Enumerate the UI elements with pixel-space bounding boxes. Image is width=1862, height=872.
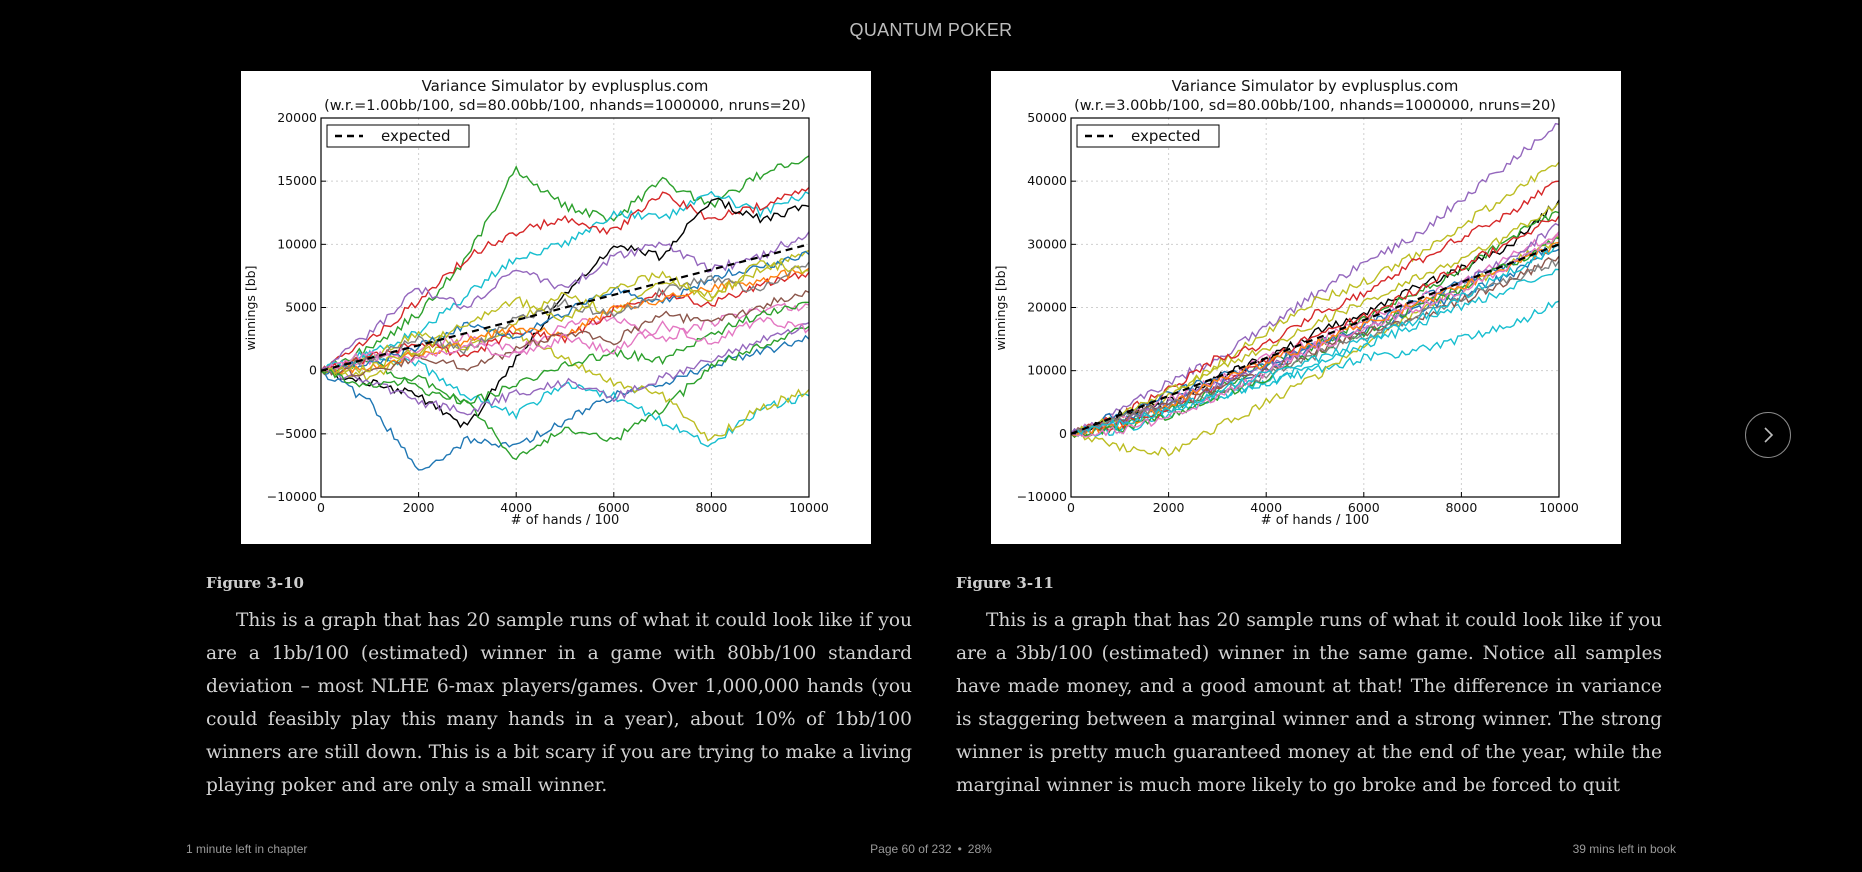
y-tick-label: −10000 xyxy=(1017,489,1067,504)
series-line xyxy=(1070,236,1560,439)
legend-entry: expected xyxy=(381,127,450,145)
series-line xyxy=(320,316,810,372)
x-tick-label: 2000 xyxy=(1153,500,1185,515)
y-tick-label: 0 xyxy=(1059,426,1067,441)
series-line xyxy=(320,155,810,374)
series-line xyxy=(1070,222,1560,437)
expected-line xyxy=(320,243,810,372)
separator-dot: • xyxy=(957,842,962,856)
y-axis-label: winnings [bb] xyxy=(993,266,1008,351)
expected-line xyxy=(1070,243,1560,435)
series-line xyxy=(320,290,810,377)
x-tick-label: 0 xyxy=(317,500,325,515)
figure-caption: Figure 3-11 xyxy=(956,574,1054,592)
series-line xyxy=(1070,268,1560,438)
y-tick-label: 20000 xyxy=(277,110,317,125)
series-line xyxy=(320,322,810,416)
series-line xyxy=(1070,122,1560,437)
series-line xyxy=(320,186,810,372)
series-line xyxy=(1070,202,1560,438)
series-line xyxy=(1070,180,1560,436)
progress-percent: 28% xyxy=(967,842,992,856)
series-line xyxy=(320,325,810,461)
y-tick-label: 30000 xyxy=(1027,236,1067,251)
chapter-time-left: 1 minute left in chapter xyxy=(186,842,308,856)
series-line xyxy=(1070,243,1560,436)
y-tick-label: 50000 xyxy=(1027,110,1067,125)
series-line xyxy=(320,301,810,405)
series-line xyxy=(320,259,810,375)
y-tick-label: 10000 xyxy=(277,236,317,251)
page-indicator: Page 60 of 232 • 28% xyxy=(0,842,1862,856)
axes-frame xyxy=(1070,117,1560,498)
legend-box xyxy=(326,124,470,148)
figure-paragraph: This is a graph that has 20 sample runs … xyxy=(206,610,912,796)
chart-3-11: Variance Simulator by evplusplus.com (w.r… xyxy=(993,77,1579,528)
x-tick-label: 8000 xyxy=(695,500,727,515)
figure-column-left: Variance Simulator by evplusplus.com (w.r… xyxy=(206,71,912,802)
figure-3-11-image: Variance Simulator by evplusplus.com (w.r… xyxy=(991,71,1621,544)
chevron-right-icon xyxy=(1764,427,1774,443)
chart-subtitle: (w.r.=3.00bb/100, sd=80.00bb/100, nhands… xyxy=(1074,98,1556,114)
y-tick-label: 5000 xyxy=(285,300,317,315)
x-tick-label: 10000 xyxy=(789,500,829,515)
chart-title: Variance Simulator by evplusplus.com xyxy=(422,77,709,95)
figure-paragraph: This is a graph that has 20 sample runs … xyxy=(956,610,1662,796)
chart-title: Variance Simulator by evplusplus.com xyxy=(1172,77,1459,95)
series-line xyxy=(1070,241,1560,437)
series-line xyxy=(1070,258,1560,436)
x-tick-label: 4000 xyxy=(1250,500,1282,515)
series-line xyxy=(1070,215,1560,436)
x-tick-label: 4000 xyxy=(500,500,532,515)
legend-box xyxy=(1076,124,1220,148)
chart-subtitle: (w.r.=1.00bb/100, sd=80.00bb/100, nhands… xyxy=(324,98,806,114)
x-tick-label: 8000 xyxy=(1445,500,1477,515)
series-line xyxy=(1070,233,1560,438)
figure-column-right: Variance Simulator by evplusplus.com (w.r… xyxy=(956,71,1662,802)
legend-entry: expected xyxy=(1131,127,1200,145)
figure-3-10-image: Variance Simulator by evplusplus.com (w.r… xyxy=(241,71,871,544)
next-page-button[interactable] xyxy=(1745,412,1791,458)
series-line xyxy=(1070,255,1560,437)
x-tick-label: 6000 xyxy=(598,500,630,515)
series-line xyxy=(320,261,810,374)
figure-caption: Figure 3-10 xyxy=(206,574,304,592)
page-number: Page 60 of 232 xyxy=(870,842,952,856)
y-tick-label: 20000 xyxy=(1027,300,1067,315)
x-axis-label: # of hands / 100 xyxy=(1261,513,1370,528)
y-tick-label: −5000 xyxy=(275,426,317,441)
series-line xyxy=(1070,199,1560,436)
x-tick-label: 6000 xyxy=(1348,500,1380,515)
x-tick-label: 2000 xyxy=(403,500,435,515)
chart-3-10: Variance Simulator by evplusplus.com (w.r… xyxy=(243,77,829,528)
y-tick-label: −10000 xyxy=(267,489,317,504)
book-time-left: 39 mins left in book xyxy=(1572,842,1676,856)
series-line xyxy=(320,231,810,372)
y-tick-label: 10000 xyxy=(1027,363,1067,378)
x-tick-label: 0 xyxy=(1067,500,1075,515)
x-tick-label: 10000 xyxy=(1539,500,1579,515)
y-axis-label: winnings [bb] xyxy=(243,266,258,351)
y-tick-label: 0 xyxy=(309,363,317,378)
y-tick-label: 15000 xyxy=(277,173,317,188)
series-line xyxy=(320,328,810,442)
book-title: QUANTUM POKER xyxy=(849,20,1013,40)
x-axis-label: # of hands / 100 xyxy=(511,513,620,528)
y-tick-label: 40000 xyxy=(1027,173,1067,188)
